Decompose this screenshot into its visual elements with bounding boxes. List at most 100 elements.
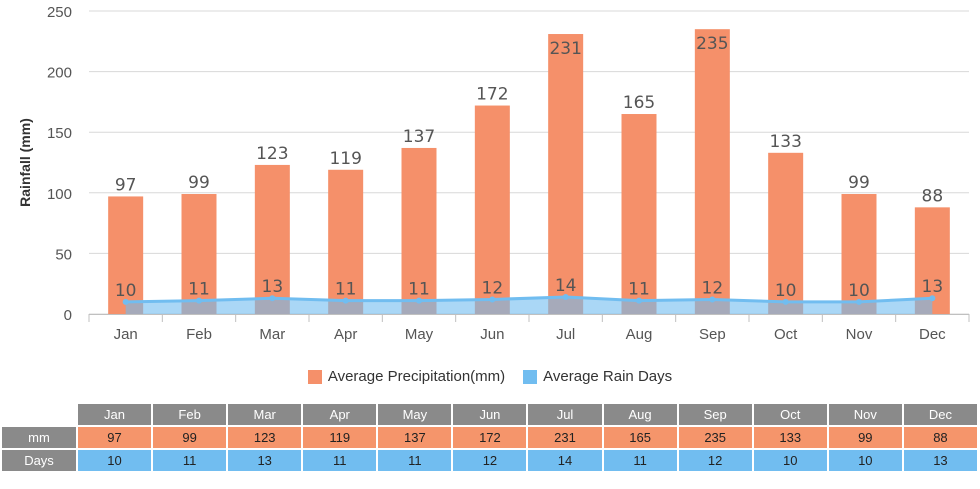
bar-value-label-dec: 88 <box>922 186 944 206</box>
table-cell-days-jul: 14 <box>528 450 602 471</box>
table-cell-mm-jul: 231 <box>528 427 602 448</box>
rain-days-value-label-apr: 11 <box>335 280 357 300</box>
table-header-jun: Jun <box>453 404 527 425</box>
bar-sep <box>694 29 730 315</box>
table-cell-mm-nov: 99 <box>828 427 902 448</box>
table-header-oct: Oct <box>753 404 827 425</box>
rain-days-point-nov <box>856 298 862 305</box>
table-header-jan: Jan <box>78 404 152 425</box>
table-cell-mm-jun: 172 <box>453 427 527 448</box>
rain-days-point-mar <box>269 295 276 302</box>
legend-swatch-precipitation <box>307 369 322 384</box>
legend-swatch-rain-days <box>523 369 538 384</box>
rain-days-labels: 10 11 13 11 11 12 14 11 12 10 10 13 <box>115 276 943 301</box>
rain-days-value-label-sep: 12 <box>702 278 724 298</box>
table-header-feb: Feb <box>153 404 227 425</box>
rain-days-value-label-jul: 14 <box>555 276 577 296</box>
rain-days-value-label-aug: 11 <box>628 280 650 300</box>
table-cell-days-dec: 13 <box>903 450 977 471</box>
table-cell-mm-apr: 119 <box>303 427 377 448</box>
rain-days-value-label-jun: 12 <box>482 278 504 298</box>
bar-value-label-sep: 235 <box>696 34 728 54</box>
grid-lines <box>89 10 969 315</box>
rain-days-point-jun <box>489 296 496 303</box>
legend: Average Precipitation(mm) Average Rain D… <box>0 368 980 385</box>
table-cell-mm-oct: 133 <box>753 427 827 448</box>
table-cell-mm-aug: 165 <box>603 427 677 448</box>
bar-value-label-oct: 133 <box>769 132 801 152</box>
y-tick-label-5: 250 <box>47 4 72 21</box>
table-cell-days-may: 11 <box>378 450 452 471</box>
rain-days-point-jul <box>562 294 569 301</box>
rain-days-value-label-mar: 13 <box>262 277 284 297</box>
bar-value-label-apr: 119 <box>329 149 361 169</box>
y-tick-label-4: 200 <box>47 65 72 82</box>
y-tick-label-3: 150 <box>47 125 72 142</box>
rain-days-area <box>122 294 936 314</box>
row-label-mm: mm <box>2 427 76 448</box>
legend-label-precipitation: Average Precipitation(mm) <box>327 368 506 385</box>
table-cell-mm-dec: 88 <box>903 427 977 448</box>
rain-days-point-may <box>416 297 422 304</box>
legend-item-precipitation[interactable]: Average Precipitation(mm) <box>307 368 506 385</box>
rain-days-value-label-jan: 10 <box>115 281 137 301</box>
bar-jul <box>548 34 584 314</box>
bar-mar <box>254 164 290 314</box>
bar-value-label-feb: 99 <box>188 173 210 193</box>
table-header-mar: Mar <box>228 404 302 425</box>
rain-days-value-label-oct: 10 <box>775 281 797 301</box>
rain-days-point-oct <box>782 298 789 305</box>
table-cell-days-oct: 10 <box>753 450 827 471</box>
bar-jun <box>474 105 510 314</box>
table-header-aug: Aug <box>603 404 677 425</box>
y-tick-label-1: 50 <box>55 246 72 263</box>
x-tick-label-nov: Nov <box>846 326 873 343</box>
rain-days-point-aug <box>636 297 642 304</box>
table-header-may: May <box>378 404 452 425</box>
bar-feb <box>181 194 217 314</box>
rain-days-point-jan <box>122 298 129 305</box>
table-header-sep: Sep <box>678 404 752 425</box>
bar-apr <box>328 169 364 314</box>
x-tick-label-jun: Jun <box>480 326 504 343</box>
x-tick-label-oct: Oct <box>774 326 798 343</box>
rain-days-value-label-dec: 13 <box>922 277 944 297</box>
table-cell-days-mar: 13 <box>228 450 302 471</box>
y-tick-label-2: 100 <box>47 186 72 203</box>
legend-label-rain-days: Average Rain Days <box>543 368 673 385</box>
table-row-days: Days 10 11 13 11 11 12 14 11 12 10 10 13 <box>2 450 977 471</box>
legend-item-rain-days[interactable]: Average Rain Days <box>523 368 672 385</box>
table-cell-days-jan: 10 <box>78 450 152 471</box>
table-header-jul: Jul <box>528 404 602 425</box>
table-corner <box>2 404 76 425</box>
y-tick-label-0: 0 <box>64 307 72 324</box>
bar-oct <box>768 152 804 314</box>
rain-days-point-apr <box>342 297 349 304</box>
table-cell-mm-may: 137 <box>378 427 452 448</box>
x-tick-label-aug: Aug <box>626 326 653 343</box>
y-axis-label: Rainfall (mm) <box>17 118 33 207</box>
bar-value-label-mar: 123 <box>256 144 288 164</box>
table-header-apr: Apr <box>303 404 377 425</box>
bar-nov <box>841 194 877 314</box>
bar-value-label-may: 137 <box>403 127 435 147</box>
table-cell-mm-jan: 97 <box>78 427 152 448</box>
rain-days-point-sep <box>709 296 716 303</box>
rain-days-value-label-feb: 11 <box>188 280 210 300</box>
bar-value-label-aug: 165 <box>623 93 655 113</box>
table-cell-days-nov: 10 <box>828 450 902 471</box>
x-tick-label-jul: Jul <box>556 326 575 343</box>
table-cell-mm-sep: 235 <box>678 427 752 448</box>
rain-days-line <box>125 295 933 304</box>
bar-value-label-jun: 172 <box>476 85 508 105</box>
x-tick-label-sep: Sep <box>699 326 726 343</box>
x-tick-label-dec: Dec <box>919 326 946 343</box>
table-cell-days-aug: 11 <box>603 450 677 471</box>
table-header-row: Jan Feb Mar Apr May Jun Jul Aug Sep Oct Nov Dec <box>2 404 977 425</box>
table-row-mm: mm 97 99 123 119 137 172 231 165 235 133 99 88 <box>2 427 977 448</box>
table-cell-days-sep: 12 <box>678 450 752 471</box>
bar-value-label-nov: 99 <box>848 173 870 193</box>
bar-jan <box>108 196 144 314</box>
x-tick-label-apr: Apr <box>334 326 357 343</box>
